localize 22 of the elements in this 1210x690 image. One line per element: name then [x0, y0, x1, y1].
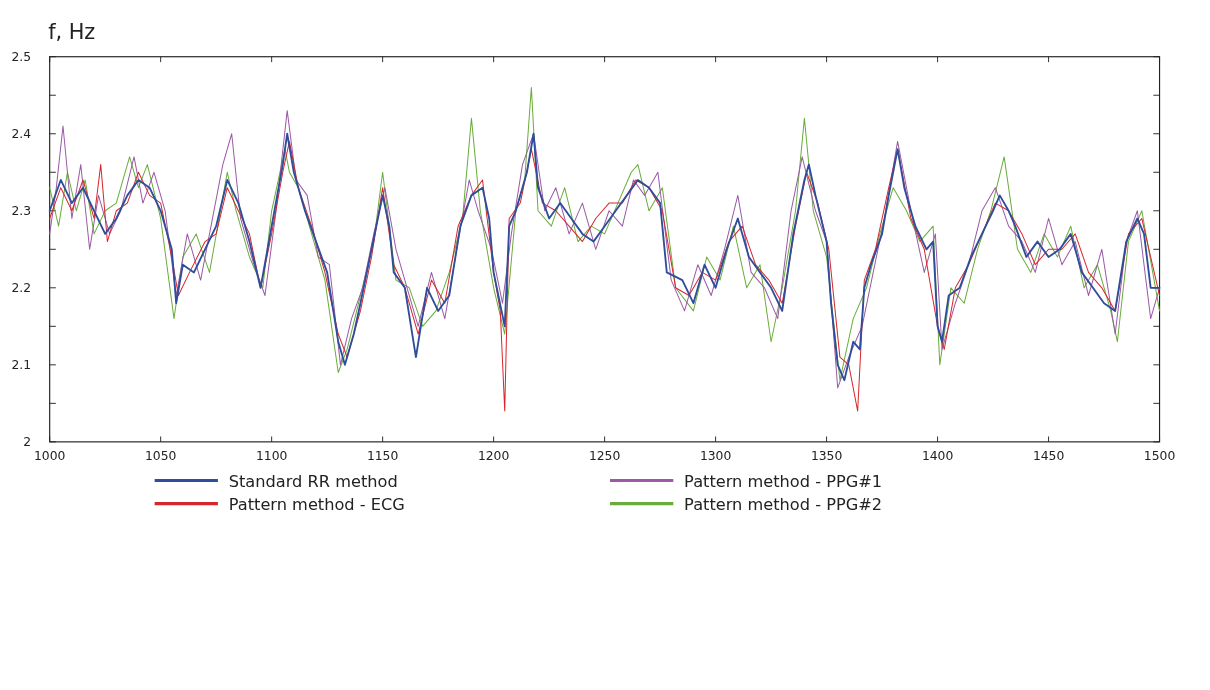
x-tick-label: 1350 — [810, 449, 843, 464]
y-tick-label: 2.2 — [11, 281, 32, 296]
y-tick-label: 2.3 — [11, 204, 32, 219]
x-tick-label: 1100 — [255, 449, 288, 464]
x-tick-label: 1150 — [366, 449, 399, 464]
y-tick-label: 2 — [23, 435, 32, 450]
legend-label: Pattern method - ECG — [228, 494, 405, 514]
y-axis-title: f, Hz — [48, 19, 96, 44]
x-tick-label: 1450 — [1032, 449, 1065, 464]
legend-label: Pattern method - PPG#2 — [684, 494, 883, 514]
legend-label: Pattern method - PPG#1 — [684, 471, 883, 491]
x-tick-label: 1250 — [588, 449, 621, 464]
y-tick-label: 2.1 — [11, 358, 32, 373]
x-tick-label: 1500 — [1143, 449, 1176, 464]
x-tick-label: 1400 — [921, 449, 954, 464]
x-tick-label: 1200 — [477, 449, 510, 464]
x-tick-label: 1300 — [699, 449, 732, 464]
y-tick-label: 2.5 — [11, 50, 32, 65]
x-tick-label: 1050 — [144, 449, 177, 464]
x-tick-label: 1000 — [33, 449, 66, 464]
y-tick-label: 2.4 — [11, 127, 32, 142]
legend-label: Standard RR method — [228, 471, 398, 491]
